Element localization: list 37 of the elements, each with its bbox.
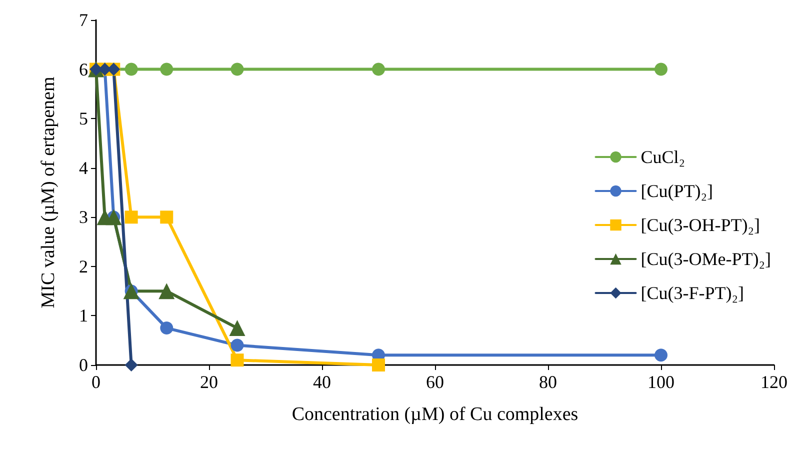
- y-axis-title: MIC value (µM) of ertapenem: [38, 76, 59, 308]
- y-tick-label: 3: [79, 207, 88, 228]
- point: [230, 354, 244, 367]
- y-tick-label: 1: [79, 306, 88, 326]
- point: [372, 358, 385, 372]
- legend-label: [Cu(3-F-PT)₂]: [640, 283, 744, 303]
- legend-label: [Cu(3-OMe-PT)₂]: [640, 249, 772, 269]
- x-tick-label: 20: [200, 372, 218, 392]
- x-tick-label: 100: [648, 372, 674, 392]
- point: [230, 62, 244, 76]
- legend-label: CuCl₂: [640, 147, 686, 167]
- point: [230, 338, 244, 352]
- x-tick-label: 0: [92, 372, 100, 392]
- x-tick-label: 40: [313, 372, 331, 392]
- x-tick-label: 80: [539, 372, 557, 392]
- y-tick-label: 4: [79, 158, 88, 178]
- point: [124, 358, 138, 372]
- y-tick-label: 0: [79, 355, 88, 375]
- point: [124, 210, 138, 224]
- y-tick-label: 7: [79, 10, 88, 30]
- legend-label: [Cu(3-OH-PT)₂]: [640, 215, 760, 235]
- y-tick-label: 6: [79, 59, 88, 80]
- point: [654, 348, 668, 362]
- y-tick-label: 5: [79, 108, 88, 129]
- y-tick-label: 2: [79, 256, 88, 276]
- x-axis-title: Concentration (µM) of Cu complexes: [292, 404, 578, 425]
- x-tick-label: 60: [426, 372, 444, 392]
- point: [160, 62, 174, 76]
- point: [160, 322, 174, 335]
- legend-label: [Cu(PT)₂]: [640, 181, 714, 201]
- point: [654, 62, 668, 76]
- point: [124, 62, 138, 76]
- point: [229, 320, 246, 336]
- point: [160, 210, 174, 224]
- point: [372, 62, 385, 76]
- x-tick-label: 120: [760, 372, 788, 392]
- point: [158, 283, 175, 300]
